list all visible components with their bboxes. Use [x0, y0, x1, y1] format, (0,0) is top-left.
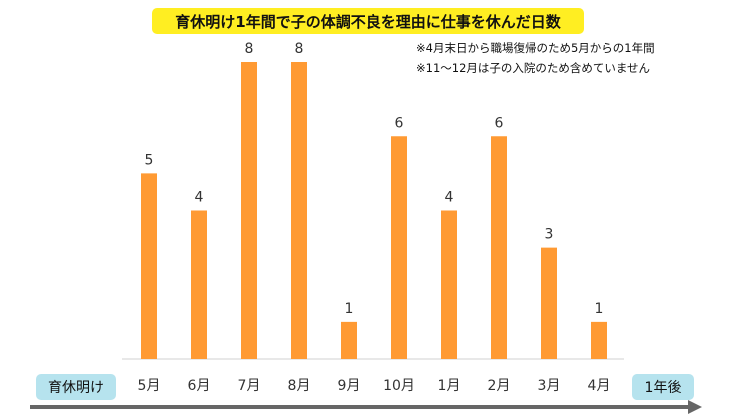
chart-title-text: 育休明け1年間で子の体調不良を理由に仕事を休んだ日数 [175, 12, 561, 31]
x-tick-label: 10月 [383, 378, 415, 394]
x-tick-label: 3月 [538, 378, 561, 394]
data-label: 6 [395, 115, 404, 131]
x-tick-label: 9月 [338, 378, 361, 394]
start-label-text: 育休明け [48, 380, 104, 396]
timeline-arrow-head [688, 400, 702, 414]
x-tick-label: 2月 [488, 378, 511, 394]
data-label: 5 [145, 152, 154, 168]
data-label: 1 [595, 301, 604, 317]
data-label: 8 [295, 41, 304, 57]
bar [491, 136, 507, 359]
x-tick-label: 1月 [438, 378, 461, 394]
bar [291, 62, 307, 359]
bar [591, 321, 607, 359]
bar [391, 136, 407, 359]
data-label: 8 [245, 41, 254, 57]
x-tick-label: 8月 [288, 378, 311, 394]
bar [541, 247, 557, 359]
data-label: 6 [495, 115, 504, 131]
data-label: 4 [445, 190, 454, 206]
bar [441, 210, 457, 359]
x-tick-label: 6月 [188, 378, 211, 394]
x-tick-label: 7月 [238, 378, 261, 394]
start-label-badge: 育休明け [36, 374, 116, 400]
note-return-to-work: ※4月末日から職場復帰のため5月からの1年間 [416, 41, 655, 55]
data-label: 4 [195, 190, 204, 206]
end-label-text: 1年後 [644, 380, 682, 396]
bar [141, 173, 157, 359]
note-hospitalization: ※11〜12月は子の入院のため含めていません [416, 61, 651, 75]
data-label: 1 [345, 301, 354, 317]
bar [241, 62, 257, 359]
bar [341, 321, 357, 359]
x-tick-label: 4月 [588, 378, 611, 394]
data-label: 3 [545, 227, 554, 243]
end-label-badge: 1年後 [632, 374, 694, 400]
x-tick-label: 5月 [138, 378, 161, 394]
chart-title: 育休明け1年間で子の体調不良を理由に仕事を休んだ日数 [152, 8, 584, 34]
bar [191, 210, 207, 359]
